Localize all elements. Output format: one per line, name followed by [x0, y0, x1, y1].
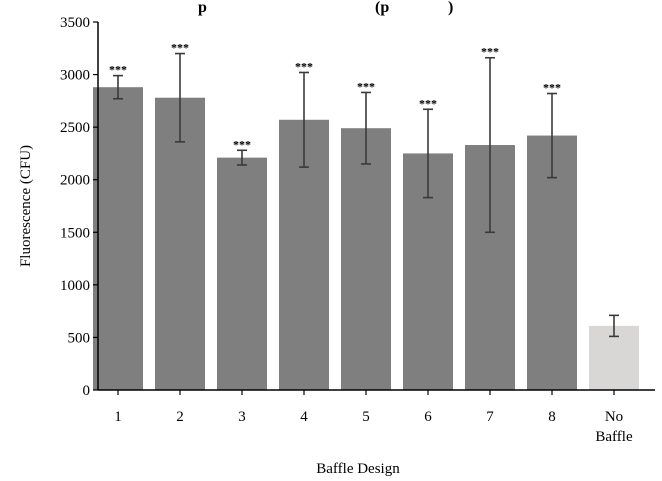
bar-2	[155, 97, 205, 391]
title-fragment-left: p	[198, 0, 207, 16]
error-bar-3	[237, 149, 247, 166]
axes	[97, 22, 655, 391]
title-fragment-tail: )	[448, 0, 453, 16]
error-bar-7	[485, 56, 495, 234]
x-tick-label-9: No	[605, 409, 623, 425]
y-tick-label: 3000	[60, 68, 90, 84]
y-tick-label: 3500	[60, 15, 90, 31]
significance-marker-8: ***	[543, 80, 561, 94]
chart-title-fragment: p (p )	[198, 0, 453, 16]
x-ticks: 1 2 3 4 5 6 7 8 No Baffle	[114, 390, 633, 445]
error-bar-6	[423, 108, 433, 199]
x-tick-label-6: 6	[424, 409, 432, 425]
significance-marker-6: ***	[419, 96, 437, 110]
significance-marker-5: ***	[357, 79, 375, 93]
significance-marker-2: ***	[171, 41, 189, 55]
x-axis-label: Baffle Design	[316, 461, 400, 477]
x-tick-label-1: 1	[114, 409, 122, 425]
significance-marker-3: ***	[233, 137, 251, 151]
x-tick-label-9-line2: Baffle	[595, 429, 633, 445]
y-tick-label: 2000	[60, 173, 90, 189]
y-ticks: 0 500 1000 1500 2000 2500 3000 3500	[60, 15, 98, 399]
error-bar-5	[361, 91, 371, 165]
x-tick-label-5: 5	[362, 409, 370, 425]
error-bar-1	[113, 74, 123, 100]
error-bar-2	[175, 52, 185, 143]
significance-marker-1: ***	[109, 63, 127, 77]
bar-3	[217, 157, 267, 390]
y-tick-label: 500	[68, 330, 91, 346]
y-axis-label: Fluorescence (CFU)	[18, 145, 34, 267]
error-bar-8	[547, 92, 557, 179]
x-tick-label-3: 3	[238, 409, 246, 425]
significance-markers: *** *** *** *** *** *** *** ***	[109, 41, 561, 152]
x-tick-label-2: 2	[176, 409, 184, 425]
y-tick-label: 0	[83, 383, 91, 399]
significance-marker-4: ***	[295, 59, 313, 73]
x-tick-label-8: 8	[548, 409, 556, 425]
x-tick-label-7: 7	[486, 409, 494, 425]
y-tick-label: 1500	[60, 225, 90, 241]
y-tick-label: 2500	[60, 120, 90, 136]
title-fragment-right: (p	[375, 0, 389, 16]
x-tick-label-4: 4	[300, 409, 308, 425]
error-bar-4	[299, 71, 309, 168]
bar-1	[93, 87, 143, 390]
error-bars	[113, 52, 619, 338]
significance-marker-7: ***	[481, 45, 499, 59]
y-tick-label: 1000	[60, 278, 90, 294]
error-bar-9	[609, 314, 619, 338]
bar-5	[341, 128, 391, 391]
